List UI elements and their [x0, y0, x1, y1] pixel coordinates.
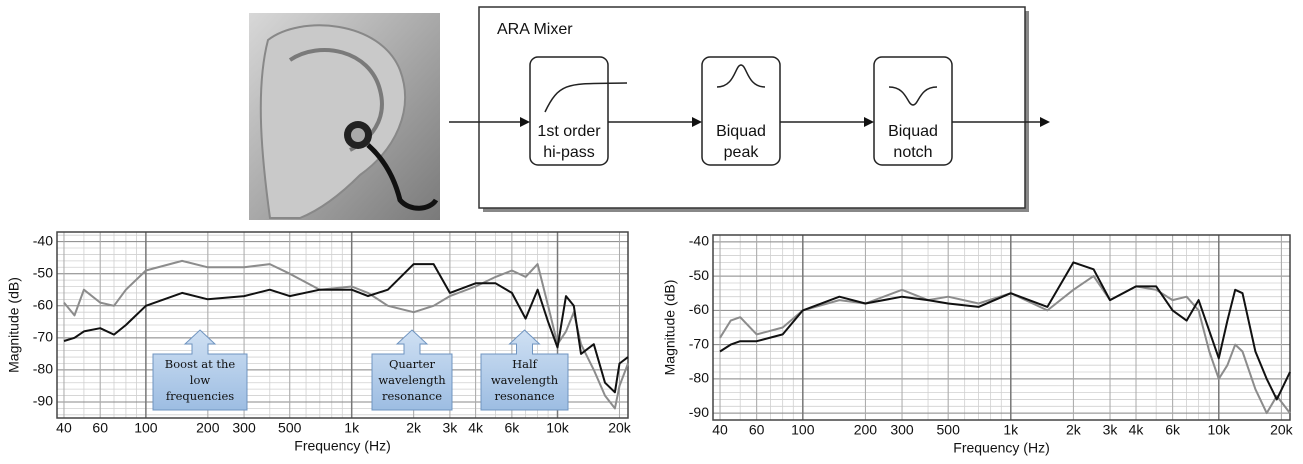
- block-diagram: ARA Mixer: [449, 6, 1050, 212]
- x-tick-label: 3k: [443, 420, 459, 436]
- annotation: resonance: [382, 389, 442, 403]
- x-tick-label: 200: [854, 422, 878, 438]
- x-tick-label: 10k: [1207, 422, 1231, 438]
- annotation: frequencies: [166, 389, 234, 403]
- x-tick-label: 20k: [608, 420, 632, 436]
- x-tick-label: 500: [278, 420, 302, 436]
- ear-photo: [249, 13, 440, 220]
- callout: [480, 329, 569, 411]
- y-tick-label: -50: [689, 267, 709, 283]
- series-line: [63, 263, 629, 394]
- x-tick-label: 100: [791, 422, 815, 438]
- annotation: Quarter: [389, 357, 436, 371]
- series-line: [719, 261, 1291, 401]
- plot-frame: [712, 234, 1291, 421]
- x-tick-label: 300: [232, 420, 256, 436]
- x-tick-label: 10k: [546, 420, 570, 436]
- x-tick-label: 40: [56, 420, 72, 436]
- x-axis-label: Frequency (Hz): [294, 438, 390, 454]
- plot-frame: [56, 231, 629, 419]
- x-tick-label: 500: [937, 422, 961, 438]
- block-label: notch: [893, 144, 932, 161]
- x-axis-label: Frequency (Hz): [953, 440, 1049, 456]
- x-tick-label: 20k: [1270, 422, 1294, 438]
- y-tick-label: -70: [33, 329, 53, 345]
- x-tick-label: 60: [92, 420, 108, 436]
- y-tick-label: -90: [33, 393, 53, 409]
- y-axis-label: Magnitude (dB): [6, 277, 22, 373]
- annotation: wavelength: [378, 373, 446, 387]
- y-tick-label: -40: [689, 233, 709, 249]
- block-label: Biquad: [888, 123, 938, 140]
- x-tick-label: 40: [712, 422, 728, 438]
- annotation: low: [190, 373, 211, 387]
- y-tick-label: -60: [33, 296, 53, 312]
- annotation: Boost at the: [165, 357, 236, 371]
- x-tick-label: 4k: [1129, 422, 1145, 438]
- x-tick-label: 1k: [1003, 422, 1019, 438]
- y-tick-label: -50: [33, 264, 53, 280]
- block-label: 1st order: [537, 123, 601, 140]
- callout: [152, 329, 248, 411]
- x-tick-label: 3k: [1103, 422, 1119, 438]
- y-tick-label: -90: [689, 404, 709, 420]
- y-tick-label: -70: [689, 335, 709, 351]
- block-label: Biquad: [716, 123, 766, 140]
- y-tick-label: -80: [689, 370, 709, 386]
- annotation: resonance: [494, 389, 554, 403]
- x-tick-label: 2k: [406, 420, 422, 436]
- y-axis-label: Magnitude (dB): [662, 280, 678, 376]
- x-tick-label: 6k: [504, 420, 520, 436]
- y-tick-label: -40: [33, 232, 53, 248]
- diagram-title: ARA Mixer: [497, 21, 573, 38]
- x-tick-label: 2k: [1066, 422, 1082, 438]
- annotation: Half: [512, 357, 538, 371]
- x-tick-label: 1k: [344, 420, 360, 436]
- block-label: hi-pass: [543, 144, 595, 161]
- callout: [371, 329, 453, 411]
- x-tick-label: 100: [134, 420, 158, 436]
- annotation: wavelength: [491, 373, 559, 387]
- x-tick-label: 300: [890, 422, 914, 438]
- x-tick-label: 4k: [468, 420, 484, 436]
- y-tick-label: -80: [33, 361, 53, 377]
- x-tick-label: 6k: [1165, 422, 1181, 438]
- block-label: peak: [724, 144, 760, 161]
- x-tick-label: 60: [749, 422, 765, 438]
- x-tick-label: 200: [196, 420, 220, 436]
- y-tick-label: -60: [689, 301, 709, 317]
